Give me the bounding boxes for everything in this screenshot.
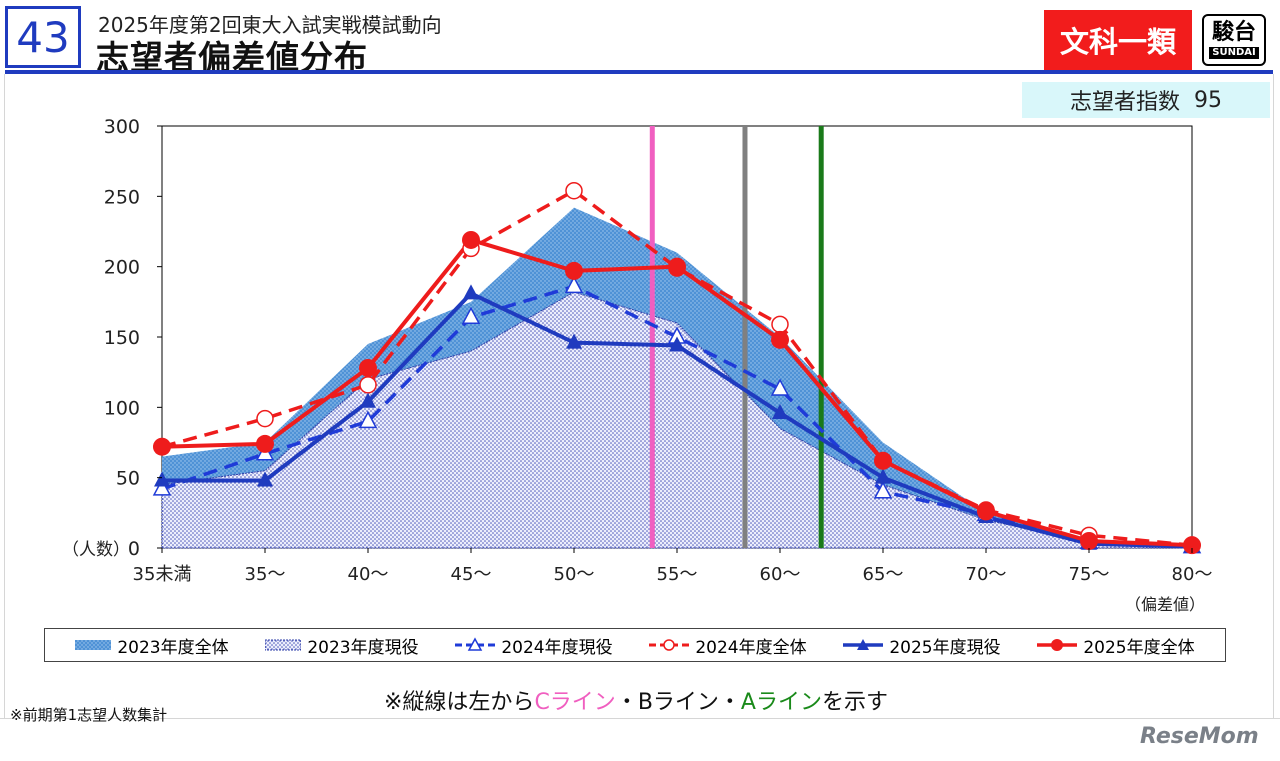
marker-2025-current [360,392,376,408]
legend-item-2024-current: 2024年度現役 [455,633,613,658]
marker-2024-total [565,181,583,200]
line-2024-total [161,188,1193,547]
marker-2025-total [1080,531,1098,550]
legend-swatch-2023-total [75,640,112,650]
x-tick-label: 75～ [1069,564,1110,585]
legend-item-2025-current: 2025年度現役 [843,633,1001,658]
marker-2024-current [770,378,790,396]
legend-swatch-2024-current [455,637,496,651]
marker-2025-total [462,230,480,249]
logo-main: 駿台 [1211,20,1256,45]
legend-label: 2025年度全体 [1083,637,1195,658]
y-tick-label: 250 [104,186,140,208]
marker-2025-total [565,261,583,280]
legend-label: 2023年度全体 [117,637,229,658]
marker-2025-total [153,437,171,456]
legend-swatch-2025-current [843,639,884,650]
x-axis-label: （偏差値） [1125,595,1205,614]
marker-2025-total [256,434,274,453]
legend-label: 2024年度全体 [695,637,807,658]
resemom-watermark: ReseMom [1140,724,1259,749]
marker-2025-current [875,468,891,484]
y-tick-label: 200 [104,257,140,279]
applicant-index-box: 志望者指数 95 [1022,82,1270,118]
chart-legend: 2023年度全体 2023年度現役 2024年度現役 2024年度全体 2025… [44,628,1226,662]
marker-2025-total [874,451,892,470]
x-tick-label: 80～ [1172,564,1213,585]
legend-swatch-2024-total [649,639,690,651]
category-badge: 文科一類 [1044,10,1192,70]
x-tick-label: 35未満 [133,564,192,585]
y-tick-label: 150 [104,327,140,349]
legend-item-2025-total: 2025年度全体 [1037,633,1195,658]
marker-2025-current [772,403,788,419]
legend-label: 2025年度現役 [889,637,1001,658]
frame-left [4,74,5,718]
index-label: 志望者指数 [1069,90,1180,115]
page-number: 43 [16,12,70,62]
legend-item-2024-total: 2024年度全体 [649,633,807,658]
distribution-chart: 0 50 100 150 200 250 300 （人数）35未満 35～ 40～ 45～ 50～ 55… [62,116,1213,614]
frame-bottom [0,718,1280,719]
x-tick-label: 55～ [657,564,698,585]
marker-2024-current [873,481,893,499]
legend-swatch-2025-total [1037,639,1078,651]
logo-sub: SUNDAI [1209,47,1259,59]
x-tick-label: 70～ [966,564,1007,585]
marker-2025-total [977,502,995,521]
footnote: ※前期第1志望人数集計 [10,706,168,724]
x-tick-label: 65～ [863,564,904,585]
marker-2025-current [669,336,685,352]
frame-right [1273,74,1274,718]
marker-2025-current [463,284,479,300]
marker-2025-current [257,471,273,487]
page-number-box: 43 [5,6,81,68]
index-value: 95 [1194,87,1222,113]
marker-2025-total [1183,536,1201,555]
x-tick-label: 50～ [554,564,595,585]
subtitle: 2025年度第2回東大入試実戦模試動向 [98,13,442,37]
y-axis-label: （人数） [62,540,130,560]
marker-2024-current [358,410,378,429]
legend-label: 2024年度現役 [501,637,613,658]
marker-2025-total [771,330,789,349]
vertical-line-note: ※縦線は左からCライン・Bライン・Aラインを示す [384,684,888,716]
y-tick-label: 0 [128,538,140,560]
marker-2025-total [668,257,686,276]
marker-2024-current [564,275,584,294]
marker-2024-total [256,409,274,428]
note-a-line: Aライン [740,690,822,715]
legend-label: 2023年度現役 [307,637,419,658]
note-prefix: ※縦線は左から [384,690,535,715]
y-tick-label: 50 [116,468,140,490]
x-tick-label: 45～ [451,564,492,585]
note-sep: ・Bライン・ [615,690,741,715]
legend-item-2023-total: 2023年度全体 [75,633,229,658]
note-suffix: を示す [821,690,888,715]
x-tick-label: 60～ [760,564,801,585]
note-c-line: Cライン [534,690,616,715]
y-tick-label: 100 [104,397,140,419]
x-tick-label: 35～ [245,564,286,585]
marker-2024-total [359,376,377,394]
legend-swatch-2023-current [265,639,302,651]
marker-2025-current [566,333,582,349]
sundai-logo: 駿台 SUNDAI [1202,14,1266,66]
marker-2025-current [154,471,170,487]
marker-2025-total [359,358,377,377]
x-tick-label: 40～ [348,564,389,585]
marker-2024-current [461,306,481,325]
header-divider [5,70,1273,74]
y-tick-label: 300 [104,116,140,138]
marker-2024-current [152,478,172,496]
marker-2024-total [771,315,789,334]
legend-item-2023-current: 2023年度現役 [265,633,419,658]
